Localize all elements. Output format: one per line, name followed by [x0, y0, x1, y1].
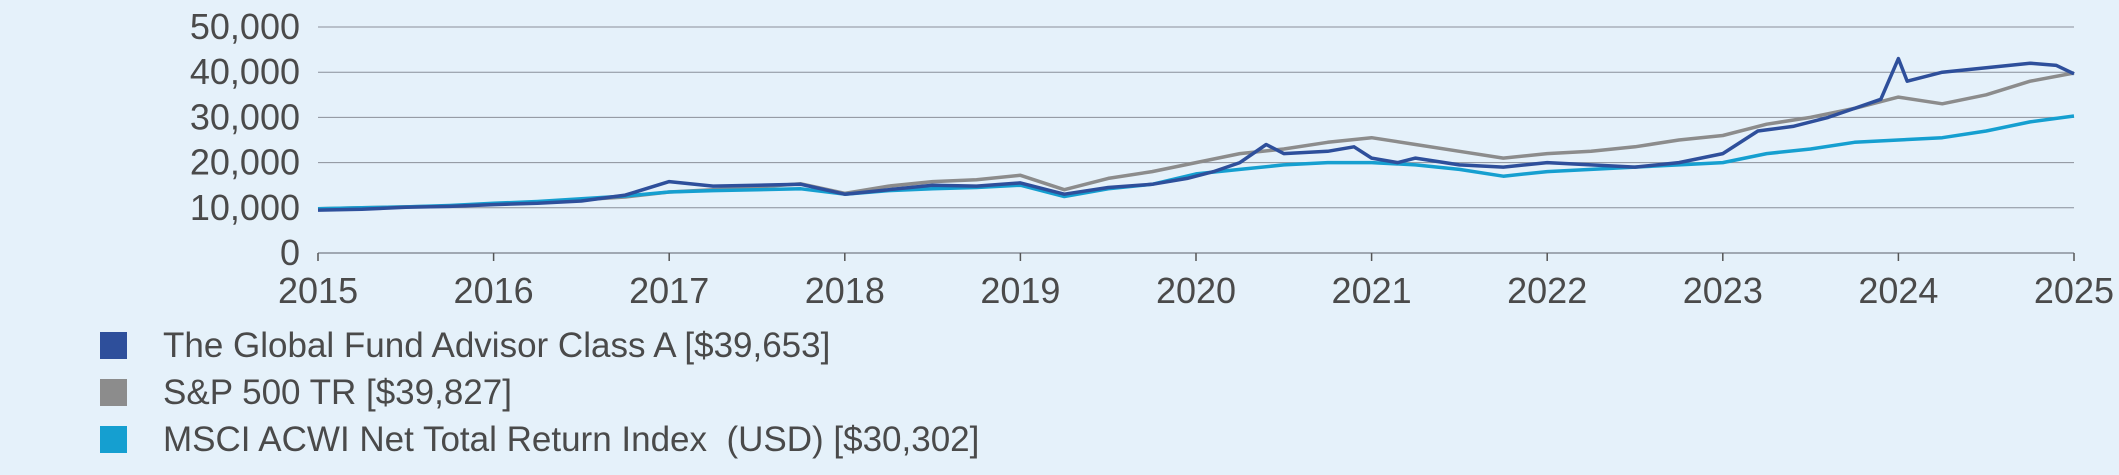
- y-tick-label: 50,000: [190, 6, 300, 47]
- y-tick-label: 10,000: [190, 187, 300, 228]
- x-axis-ticks: 2015 2016 2017 2018 2019 2020 2021 2022 2023 2024…: [278, 253, 2114, 311]
- x-tick-label: 2022: [1507, 270, 1587, 311]
- series-lines: [317, 56, 2075, 212]
- legend-item-msci-acwi: MSCI ACWI Net Total Return Index (USD) […: [100, 416, 979, 463]
- y-tick-label: 30,000: [190, 96, 300, 137]
- x-tick-label: 2017: [629, 270, 709, 311]
- x-tick-label: 2024: [1858, 270, 1938, 311]
- y-tick-label: 0: [280, 232, 300, 273]
- x-tick-label: 2025: [2034, 270, 2114, 311]
- x-tick-label: 2021: [1332, 270, 1412, 311]
- legend-swatch-msci-acwi: [100, 426, 127, 453]
- legend-item-sp500: S&P 500 TR [$39,827]: [100, 369, 979, 416]
- x-tick-label: 2018: [805, 270, 885, 311]
- legend: The Global Fund Advisor Class A [$39,653…: [100, 322, 979, 463]
- legend-label-sp500: S&P 500 TR [$39,827]: [163, 372, 512, 412]
- series-line-1: [317, 71, 2075, 211]
- legend-swatch-sp500: [100, 379, 127, 406]
- legend-swatch-global-fund: [100, 332, 127, 359]
- legend-item-global-fund: The Global Fund Advisor Class A [$39,653…: [100, 322, 979, 369]
- legend-label-msci-acwi: MSCI ACWI Net Total Return Index (USD) […: [163, 419, 980, 459]
- x-tick-label: 2023: [1683, 270, 1763, 311]
- x-tick-label: 2015: [278, 270, 358, 311]
- grid-lines: [318, 26, 2074, 254]
- x-tick-label: 2019: [980, 270, 1060, 311]
- y-tick-label: 20,000: [190, 142, 300, 183]
- x-tick-label: 2020: [1156, 270, 1236, 311]
- x-tick-label: 2016: [454, 270, 534, 311]
- series-line-0: [317, 56, 2075, 212]
- legend-label-global-fund: The Global Fund Advisor Class A [$39,653…: [163, 325, 831, 365]
- y-tick-label: 40,000: [190, 51, 300, 92]
